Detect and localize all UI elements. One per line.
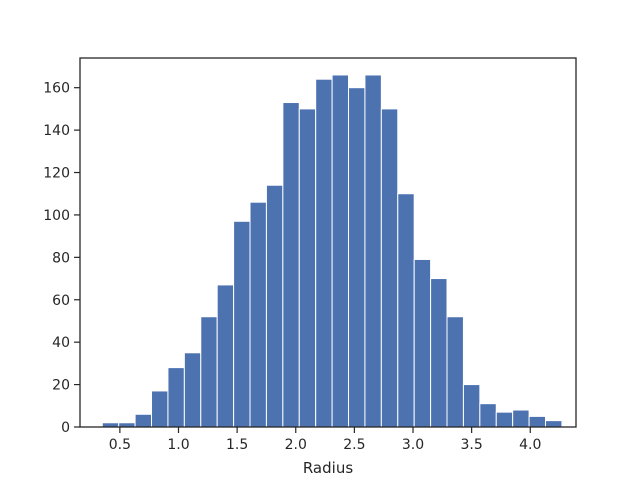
histogram-bar <box>545 420 563 428</box>
histogram-bar <box>397 193 415 428</box>
histogram-bar <box>331 74 350 428</box>
x-tick-label: 3.5 <box>461 437 483 453</box>
histogram-bar <box>249 201 267 428</box>
y-tick-label: 140 <box>43 123 70 139</box>
histogram-bar <box>151 390 169 428</box>
x-tick-label: 1.0 <box>167 437 189 453</box>
x-tick-label: 2.5 <box>343 437 365 453</box>
histogram-bar <box>282 102 300 428</box>
histogram-bar <box>298 108 317 428</box>
y-tick-label: 20 <box>52 378 70 394</box>
histogram-bar <box>380 108 399 428</box>
histogram-bar <box>265 184 284 428</box>
histogram-bar <box>200 316 218 428</box>
y-tick-label: 40 <box>52 335 70 351</box>
histogram-bar <box>315 78 333 428</box>
ticks-group: 0.5 1.0 1.5 2.0 2.5 3.0 3.5 4.0 0 20 40 60 80 100 120 1… <box>43 81 541 453</box>
x-tick-label: 0.5 <box>109 437 131 453</box>
histogram-bar <box>446 316 464 428</box>
y-tick-label: 80 <box>52 250 70 266</box>
histogram-bar <box>167 367 185 428</box>
x-tick-label: 2.0 <box>285 437 307 453</box>
histogram-bar <box>462 384 481 428</box>
y-tick-label: 100 <box>43 208 70 224</box>
y-tick-label: 120 <box>43 166 70 182</box>
axes-frame <box>79 57 577 428</box>
histogram-bar <box>134 413 153 428</box>
y-tick-label: 160 <box>43 81 70 97</box>
y-tick-label: 60 <box>52 293 70 309</box>
histogram-bar <box>183 352 202 428</box>
histogram-bar <box>364 74 382 428</box>
x-tick-label: 1.5 <box>226 437 248 453</box>
bars-group <box>101 74 563 428</box>
histogram-bar <box>233 220 251 428</box>
x-tick-label: 4.0 <box>519 437 541 453</box>
histogram-bar <box>348 87 366 428</box>
x-axis-label: Radius <box>303 459 353 477</box>
histogram-bar <box>528 415 547 428</box>
y-tick-label: 0 <box>61 420 70 436</box>
histogram-bar <box>413 258 432 428</box>
histogram-bar <box>512 409 530 428</box>
histogram-bar <box>479 403 497 428</box>
histogram-bar <box>430 278 448 428</box>
x-tick-label: 3.0 <box>402 437 424 453</box>
histogram-bar <box>495 411 514 428</box>
histogram-bar <box>216 284 235 428</box>
